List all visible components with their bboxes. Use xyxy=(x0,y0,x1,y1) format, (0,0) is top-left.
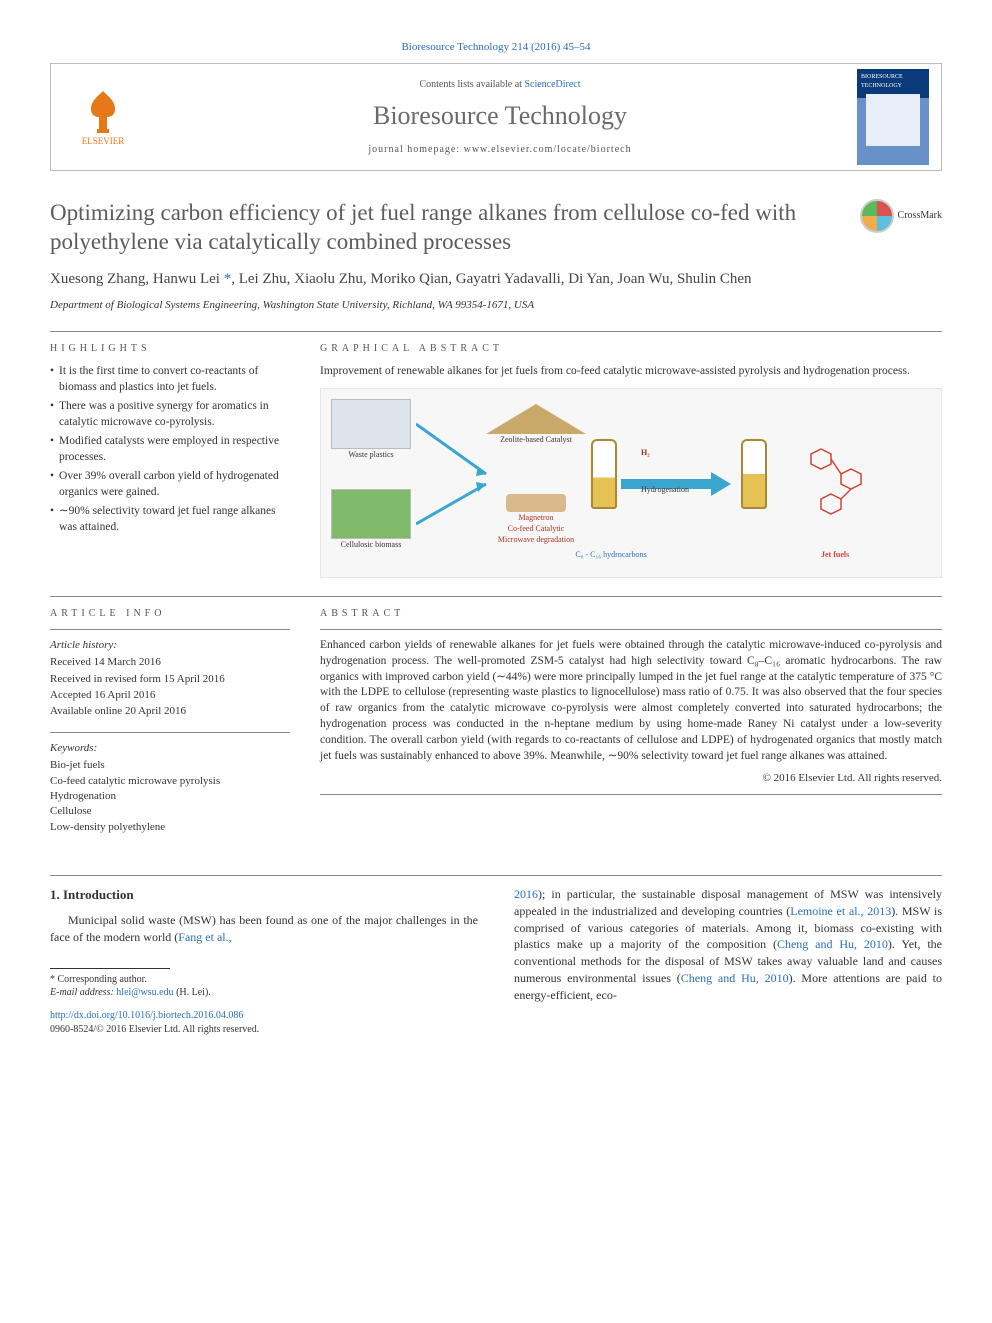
history-label: Article history: xyxy=(50,638,290,653)
divider xyxy=(320,794,942,795)
divider xyxy=(50,732,290,733)
doi-link[interactable]: http://dx.doi.org/10.1016/j.biortech.201… xyxy=(50,1010,243,1021)
issn-line: 0960-8524/© 2016 Elsevier Ltd. All right… xyxy=(50,1023,478,1037)
citation-link[interactable]: Fang et al., xyxy=(178,930,231,944)
corresponding-author-footnote: * Corresponding author. E-mail address: … xyxy=(50,973,478,999)
crossmark-badge[interactable]: CrossMark xyxy=(860,199,942,233)
graphical-abstract-caption: Improvement of renewable alkanes for jet… xyxy=(320,364,942,380)
history-line: Available online 20 April 2016 xyxy=(50,704,290,719)
citation-link[interactable]: Lemoine et al., 2013 xyxy=(790,904,891,918)
ga-label: Waste plastics xyxy=(331,449,411,460)
author-affiliation: Department of Biological Systems Enginee… xyxy=(50,298,942,313)
article-info-heading: ARTICLE INFO xyxy=(50,607,290,621)
divider xyxy=(50,875,942,876)
article-title: Optimizing carbon efficiency of jet fuel… xyxy=(50,199,850,257)
history-line: Accepted 16 April 2016 xyxy=(50,688,290,703)
ga-label: C₈ - C₁₆ hydrocarbons xyxy=(561,549,661,560)
sciencedirect-link[interactable]: ScienceDirect xyxy=(524,79,580,90)
ga-catalyst-funnel-icon xyxy=(486,404,586,434)
graphical-abstract-heading: GRAPHICAL ABSTRACT xyxy=(320,342,942,356)
ga-label: H₂ xyxy=(641,447,650,458)
divider xyxy=(50,596,942,597)
divider xyxy=(50,629,290,630)
journal-cover-title: BIORESOURCE TECHNOLOGY xyxy=(861,73,925,90)
citation-line: Bioresource Technology 214 (2016) 45–54 xyxy=(50,40,942,55)
ga-magnetron-icon xyxy=(506,494,566,512)
graphical-abstract-figure: Waste plastics Cellulosic biomass Zeolit… xyxy=(320,388,942,578)
elsevier-tree-icon xyxy=(79,87,127,135)
footnote-divider xyxy=(50,968,170,969)
ga-vial-icon xyxy=(741,439,767,509)
ga-waste-plastics-image xyxy=(331,399,411,449)
ga-molecule-icon xyxy=(801,439,891,529)
footnote-line: E-mail address: hlei@wsu.edu (H. Lei). xyxy=(50,986,478,999)
highlights-heading: HIGHLIGHTS xyxy=(50,342,290,356)
history-line: Received 14 March 2016 xyxy=(50,655,290,670)
email-link[interactable]: hlei@wsu.edu xyxy=(116,987,173,998)
highlight-item: ∼90% selectivity toward jet fuel range a… xyxy=(50,504,290,535)
ga-label: Co-feed Catalytic Microwave degradation xyxy=(496,523,576,545)
contents-prefix: Contents lists available at xyxy=(419,79,524,90)
ga-label: Hydrogenation xyxy=(641,484,689,495)
citation-link[interactable]: Cheng and Hu, 2010 xyxy=(777,937,888,951)
highlight-item: Over 39% overall carbon yield of hydroge… xyxy=(50,469,290,500)
keywords-label: Keywords: xyxy=(50,741,290,756)
keyword: Bio-jet fuels xyxy=(50,758,290,773)
keyword: Low-density polyethylene xyxy=(50,820,290,835)
highlight-item: There was a positive synergy for aromati… xyxy=(50,399,290,430)
section-heading: 1. Introduction xyxy=(50,886,478,904)
keyword: Cellulose xyxy=(50,804,290,819)
ga-biomass-image xyxy=(331,489,411,539)
divider xyxy=(50,331,942,332)
crossmark-icon xyxy=(860,199,894,233)
keyword: Hydrogenation xyxy=(50,789,290,804)
footnote-line: * Corresponding author. xyxy=(50,973,478,986)
highlight-item: It is the first time to convert co-react… xyxy=(50,364,290,395)
ga-label: Magnetron xyxy=(496,512,576,523)
corresponding-author-marker: * xyxy=(224,271,232,287)
contents-list-line: Contents lists available at ScienceDirec… xyxy=(143,78,857,92)
abstract-heading: ABSTRACT xyxy=(320,607,942,621)
elsevier-label: ELSEVIER xyxy=(82,135,125,148)
crossmark-label: CrossMark xyxy=(898,209,942,223)
citation-link[interactable]: 2016 xyxy=(514,887,538,901)
abstract-copyright: © 2016 Elsevier Ltd. All rights reserved… xyxy=(320,771,942,786)
journal-cover-image xyxy=(866,94,920,146)
journal-masthead: ELSEVIER Contents lists available at Sci… xyxy=(50,63,942,171)
ga-label: Jet fuels xyxy=(821,549,849,560)
citation-link[interactable]: Cheng and Hu, 2010 xyxy=(681,971,789,985)
body-paragraph: Municipal solid waste (MSW) has been fou… xyxy=(50,912,478,946)
highlights-list: It is the first time to convert co-react… xyxy=(50,364,290,535)
journal-name: Bioresource Technology xyxy=(143,98,857,134)
ga-arrows-icon xyxy=(416,404,496,554)
journal-homepage: journal homepage: www.elsevier.com/locat… xyxy=(143,143,857,157)
body-paragraph: 2016); in particular, the sustainable di… xyxy=(514,886,942,1004)
article-history: Article history: Received 14 March 2016 … xyxy=(50,638,290,720)
highlight-item: Modified catalysts were employed in resp… xyxy=(50,434,290,465)
author-list: Xuesong Zhang, Hanwu Lei *, Lei Zhu, Xia… xyxy=(50,269,942,290)
journal-cover-thumbnail: BIORESOURCE TECHNOLOGY xyxy=(857,69,929,165)
abstract-text: Enhanced carbon yields of renewable alka… xyxy=(320,638,942,765)
doi-block: http://dx.doi.org/10.1016/j.biortech.201… xyxy=(50,1009,478,1037)
ga-label: Cellulosic biomass xyxy=(331,539,411,550)
elsevier-logo: ELSEVIER xyxy=(63,87,143,148)
keyword: Co-feed catalytic microwave pyrolysis xyxy=(50,774,290,789)
history-line: Received in revised form 15 April 2016 xyxy=(50,672,290,687)
keywords-block: Keywords: Bio-jet fuels Co-feed catalyti… xyxy=(50,741,290,835)
ga-vial-icon xyxy=(591,439,617,509)
ga-label: Zeolite-based Catalyst xyxy=(486,434,586,445)
divider xyxy=(320,629,942,630)
